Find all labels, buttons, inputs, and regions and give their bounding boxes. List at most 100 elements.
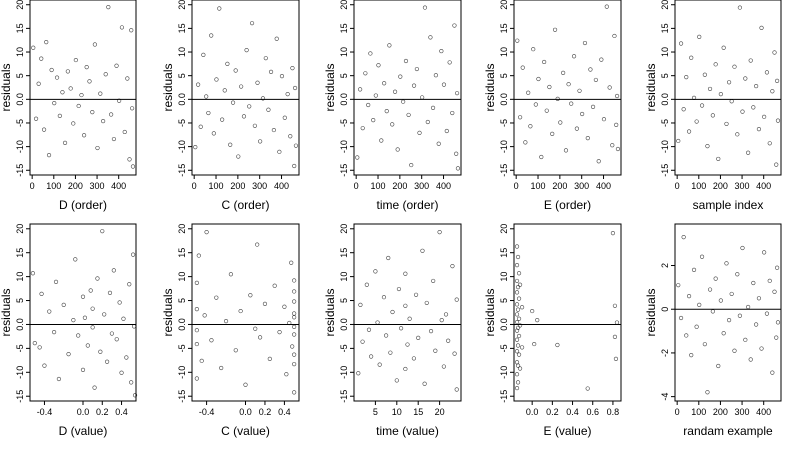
data-point: [441, 82, 447, 87]
data-point: [450, 263, 455, 269]
data-point: [260, 96, 266, 101]
data-point: [131, 324, 137, 329]
data-point: [681, 107, 686, 112]
data-point: [754, 83, 759, 89]
data-point: [514, 319, 520, 325]
data-point: [762, 114, 767, 119]
data-point: [518, 115, 523, 120]
data-point: [689, 353, 694, 358]
x-tick-label: 300: [90, 181, 105, 191]
y-axis-label: residuals: [483, 63, 497, 111]
x-tick-label: 200: [68, 181, 83, 191]
data-point: [32, 341, 37, 346]
data-point: [515, 38, 520, 43]
data-point: [593, 77, 598, 83]
y-tick-label: 10: [499, 272, 509, 282]
data-point: [582, 40, 588, 46]
data-point: [729, 99, 734, 104]
y-tick-label: 20: [339, 224, 349, 234]
data-point: [514, 290, 520, 295]
data-point: [542, 59, 547, 65]
data-point: [569, 101, 574, 106]
chart-panel: 0 100 200 300 400 -15 -10 -5 0.0 5 10 15 20 sample in…: [644, 0, 782, 212]
data-point: [82, 315, 88, 320]
data-point: [718, 92, 723, 97]
data-point: [585, 136, 590, 141]
y-tick-label: -15: [15, 164, 25, 177]
y-tick-label: 20: [499, 224, 509, 234]
x-tick-label: 200: [713, 181, 728, 191]
x-tick-label: 0.4: [566, 407, 579, 417]
data-point: [51, 330, 57, 335]
data-point: [217, 6, 222, 11]
data-point: [409, 162, 414, 168]
data-point: [454, 91, 460, 96]
data-point: [199, 358, 204, 363]
data-point: [65, 69, 70, 74]
data-point: [287, 320, 292, 326]
data-point: [746, 150, 751, 155]
data-point: [613, 356, 619, 362]
data-point: [678, 315, 684, 321]
data-point: [735, 272, 740, 277]
y-tick-label: 20: [177, 224, 187, 234]
data-point: [710, 309, 715, 314]
data-point: [228, 272, 234, 277]
data-point: [403, 303, 408, 308]
data-point: [452, 23, 457, 28]
data-point: [42, 363, 47, 368]
x-tick-label: 0: [354, 181, 359, 191]
data-point: [558, 120, 563, 125]
y-tick-label: 20: [499, 0, 509, 10]
data-point: [724, 261, 729, 266]
data-point: [196, 82, 201, 87]
data-point: [360, 339, 365, 344]
data-point: [386, 255, 391, 261]
x-tick-label: 20: [435, 407, 445, 417]
data-point: [79, 92, 84, 98]
data-point: [103, 72, 108, 77]
data-point: [612, 303, 618, 308]
data-point: [119, 25, 125, 30]
data-point: [550, 131, 555, 136]
data-point: [539, 154, 544, 160]
data-point: [214, 295, 219, 300]
data-point: [514, 349, 520, 354]
data-point: [403, 366, 408, 372]
data-point: [98, 349, 103, 354]
x-tick-label: 300: [735, 407, 750, 417]
data-point: [596, 159, 601, 164]
data-point: [68, 86, 73, 91]
data-point: [767, 141, 772, 146]
x-tick-label: 300: [735, 181, 750, 191]
y-tick-label: 10: [177, 47, 187, 57]
x-tick-label: 400: [274, 181, 289, 191]
data-point: [76, 103, 81, 109]
data-point: [243, 382, 248, 387]
data-point: [248, 293, 253, 298]
x-tick-label: 100: [46, 181, 61, 191]
data-point: [729, 291, 734, 297]
data-point: [552, 27, 558, 32]
data-point: [384, 333, 389, 338]
data-point: [437, 230, 442, 235]
data-point: [211, 131, 216, 136]
data-point: [114, 63, 119, 68]
data-point: [691, 267, 697, 272]
y-axis-label: residuals: [0, 63, 13, 111]
data-point: [375, 320, 380, 325]
data-point: [358, 302, 363, 307]
data-point: [422, 381, 427, 386]
data-point: [37, 345, 42, 350]
data-point: [417, 130, 422, 136]
y-tick-label: 15: [339, 248, 349, 258]
y-tick-label: 5: [339, 298, 349, 303]
y-tick-label: -10: [177, 366, 187, 379]
data-point: [707, 287, 713, 292]
data-point: [366, 327, 372, 332]
data-point: [707, 86, 713, 92]
data-point: [514, 328, 520, 333]
data-point: [71, 318, 76, 323]
data-point: [566, 82, 571, 87]
y-tick-label: -15: [660, 164, 670, 177]
